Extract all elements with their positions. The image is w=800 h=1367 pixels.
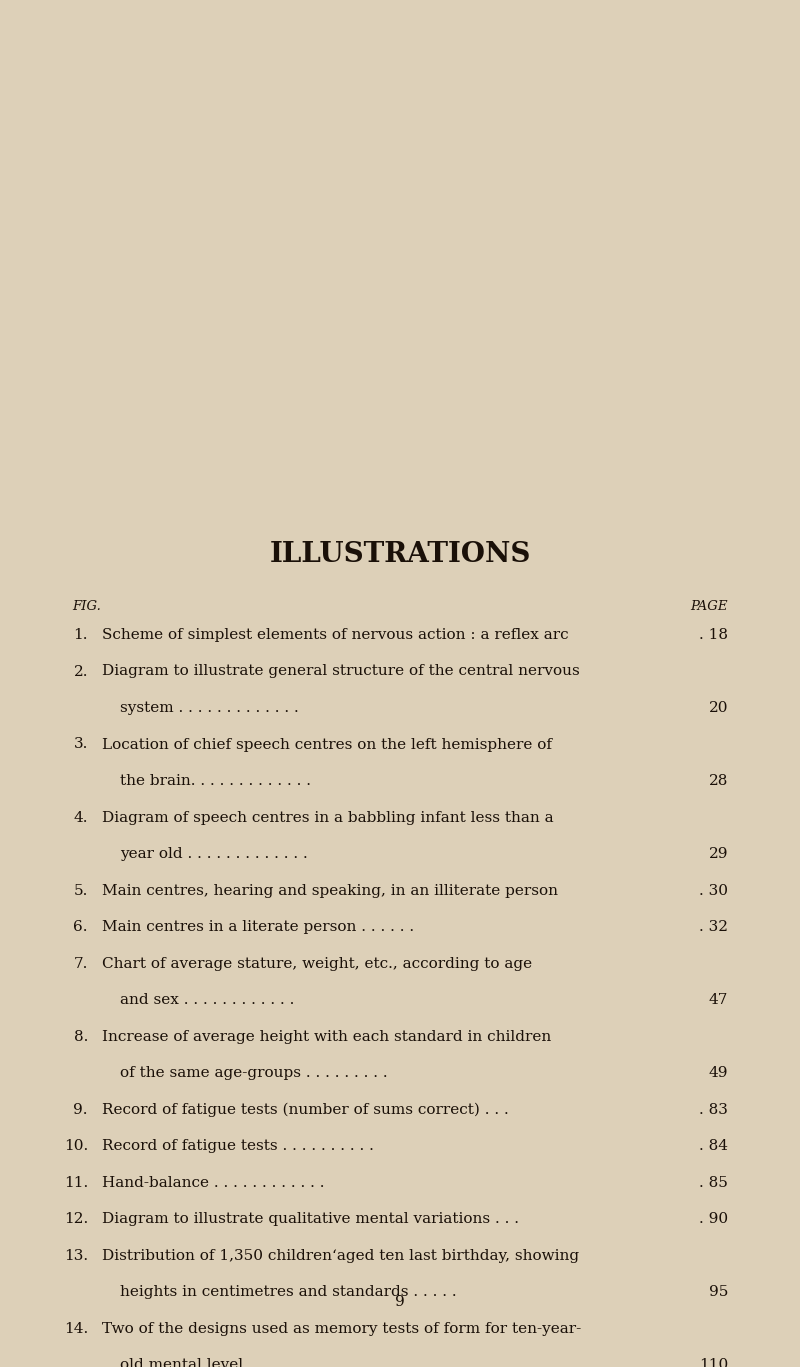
Text: PAGE: PAGE (690, 600, 728, 614)
Text: Main centres in a literate person . . . . . .: Main centres in a literate person . . . … (102, 920, 414, 934)
Text: Diagram of speech centres in a babbling infant less than a: Diagram of speech centres in a babbling … (102, 811, 554, 824)
Text: Main centres, hearing and speaking, in an illiterate person: Main centres, hearing and speaking, in a… (102, 883, 558, 898)
Text: and sex . . . . . . . . . . . .: and sex . . . . . . . . . . . . (120, 992, 294, 1007)
Text: 2.: 2. (74, 664, 88, 678)
Text: 12.: 12. (64, 1213, 88, 1226)
Text: Chart of average stature, weight, etc., according to age: Chart of average stature, weight, etc., … (102, 957, 532, 971)
Text: 14.: 14. (64, 1322, 88, 1336)
Text: Location of chief speech centres on the left hemisphere of: Location of chief speech centres on the … (102, 738, 552, 752)
Text: Increase of average height with each standard in children: Increase of average height with each sta… (102, 1029, 551, 1043)
Text: . 30: . 30 (699, 883, 728, 898)
Text: FIG.: FIG. (72, 600, 101, 614)
Text: 13.: 13. (64, 1248, 88, 1263)
Text: 47: 47 (709, 992, 728, 1007)
Text: Record of fatigue tests (number of sums correct) . . .: Record of fatigue tests (number of sums … (102, 1102, 509, 1117)
Text: 10.: 10. (64, 1139, 88, 1152)
Text: 9: 9 (395, 1295, 405, 1310)
Text: . 83: . 83 (699, 1103, 728, 1117)
Text: 49: 49 (709, 1066, 728, 1080)
Text: Hand-balance . . . . . . . . . . . .: Hand-balance . . . . . . . . . . . . (102, 1176, 325, 1189)
Text: year old . . . . . . . . . . . . .: year old . . . . . . . . . . . . . (120, 848, 308, 861)
Text: Distribution of 1,350 children‘aged ten last birthday, showing: Distribution of 1,350 children‘aged ten … (102, 1248, 579, 1263)
Text: 20: 20 (709, 701, 728, 715)
Text: system . . . . . . . . . . . . .: system . . . . . . . . . . . . . (120, 701, 298, 715)
Text: 8.: 8. (74, 1029, 88, 1043)
Text: 3.: 3. (74, 738, 88, 752)
Text: Diagram to illustrate qualitative mental variations . . .: Diagram to illustrate qualitative mental… (102, 1213, 519, 1226)
Text: 95: 95 (709, 1285, 728, 1299)
Text: 4.: 4. (74, 811, 88, 824)
Text: the brain. . . . . . . . . . . . .: the brain. . . . . . . . . . . . . (120, 774, 311, 787)
Text: Two of the designs used as memory tests of form for ten-year-: Two of the designs used as memory tests … (102, 1322, 582, 1336)
Text: . 18: . 18 (699, 627, 728, 642)
Text: 11.: 11. (64, 1176, 88, 1189)
Text: 28: 28 (709, 774, 728, 787)
Text: 7.: 7. (74, 957, 88, 971)
Text: Record of fatigue tests . . . . . . . . . .: Record of fatigue tests . . . . . . . . … (102, 1139, 374, 1152)
Text: Diagram to illustrate general structure of the central nervous: Diagram to illustrate general structure … (102, 664, 580, 678)
Text: 1.: 1. (74, 627, 88, 642)
Text: 9.: 9. (74, 1103, 88, 1117)
Text: ILLUSTRATIONS: ILLUSTRATIONS (270, 541, 530, 569)
Text: . 85: . 85 (699, 1176, 728, 1189)
Text: 6.: 6. (74, 920, 88, 934)
Text: . 90: . 90 (699, 1213, 728, 1226)
Text: 29: 29 (709, 848, 728, 861)
Text: 110: 110 (698, 1357, 728, 1367)
Text: heights in centimetres and standards . . . . .: heights in centimetres and standards . .… (120, 1285, 457, 1299)
Text: . 84: . 84 (699, 1139, 728, 1152)
Text: . 32: . 32 (699, 920, 728, 934)
Text: old mental level . . . . . . . . . .: old mental level . . . . . . . . . . (120, 1357, 339, 1367)
Text: Scheme of simplest elements of nervous action : a reflex arc: Scheme of simplest elements of nervous a… (102, 627, 569, 642)
Text: of the same age-groups . . . . . . . . .: of the same age-groups . . . . . . . . . (120, 1066, 388, 1080)
Text: 5.: 5. (74, 883, 88, 898)
